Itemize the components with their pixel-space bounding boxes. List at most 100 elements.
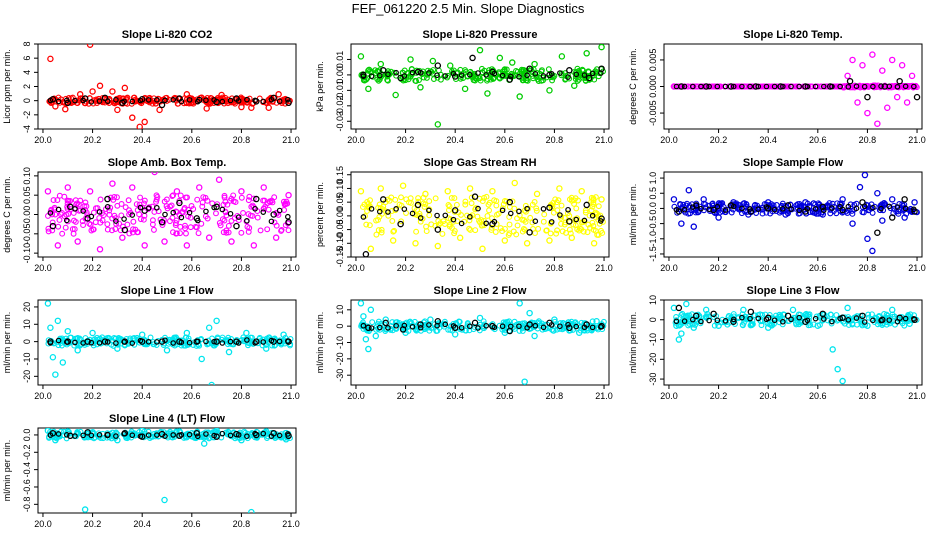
band-point <box>238 229 245 236</box>
data-point <box>908 72 916 80</box>
data-point <box>461 85 469 93</box>
band-point <box>375 227 382 234</box>
y-tick-label: 0 <box>22 339 32 344</box>
reference-point <box>689 83 696 90</box>
band-point <box>499 228 506 235</box>
reference-point <box>499 72 506 79</box>
band-point <box>696 312 703 319</box>
data-point <box>417 321 424 328</box>
reference-point <box>426 207 432 214</box>
band-point <box>166 218 173 225</box>
y-axis-label: percent per min. <box>315 182 325 247</box>
y-tick-label: -0.6 <box>22 479 32 495</box>
band-point <box>190 100 197 107</box>
x-tick-label: 20.6 <box>809 135 827 145</box>
x-tick-label: 20.8 <box>546 263 564 273</box>
reference-point <box>499 323 506 330</box>
data-point <box>913 93 921 101</box>
reference-point <box>170 97 177 103</box>
reference-point <box>589 212 596 219</box>
data-point <box>163 347 171 354</box>
data-point <box>238 436 245 444</box>
reference-point <box>376 72 383 79</box>
data-point <box>74 347 81 354</box>
band-point <box>692 209 699 216</box>
band-point <box>269 199 276 206</box>
data-point <box>456 234 464 242</box>
band-point <box>576 225 583 232</box>
reference-point <box>714 317 721 324</box>
reference-point <box>203 338 209 345</box>
data-point <box>114 106 121 114</box>
plot-frame <box>37 427 297 514</box>
reference-point <box>170 432 177 438</box>
band-point <box>683 313 690 320</box>
reference-point <box>820 207 827 214</box>
band-point <box>446 221 453 228</box>
x-tick-label: 20.4 <box>446 135 464 145</box>
reference-point <box>385 71 391 78</box>
band-point <box>506 221 513 228</box>
band-point <box>790 314 797 321</box>
band-point <box>795 210 802 217</box>
reference-point <box>260 430 267 437</box>
band-point <box>241 428 248 435</box>
reference-point <box>532 218 539 224</box>
band-point <box>865 311 872 318</box>
reference-point <box>178 98 185 105</box>
band-point <box>115 335 122 342</box>
data-point <box>566 67 573 74</box>
band-point <box>112 215 119 222</box>
reference-point <box>747 315 753 322</box>
reference-point <box>689 316 696 323</box>
data-point <box>546 87 553 94</box>
band-point <box>599 230 606 236</box>
data-point <box>158 101 166 109</box>
y-tick-label: 0.01 <box>335 51 345 69</box>
y-tick-label: -10 <box>335 336 345 349</box>
y-tick-label: 2 <box>22 84 32 89</box>
band-point <box>580 228 587 235</box>
y-axis-label: Licor ppm per min. <box>2 49 12 124</box>
data-point <box>372 332 380 340</box>
band-point <box>420 74 427 81</box>
band-point <box>759 210 766 217</box>
data-point <box>893 93 901 101</box>
data-point <box>678 220 685 227</box>
band-point <box>271 342 278 349</box>
y-tick-label: 4 <box>22 70 32 75</box>
reference-point <box>211 204 217 211</box>
band-point <box>589 318 596 325</box>
band-point <box>541 211 548 218</box>
band-point <box>446 203 453 210</box>
data-point <box>506 76 514 83</box>
band-point <box>426 212 433 219</box>
y-tick-label: 0.000 <box>648 75 658 98</box>
band-point <box>767 210 774 217</box>
x-tick-label: 20.2 <box>397 391 415 401</box>
band-point <box>570 221 577 228</box>
band-point <box>585 221 592 228</box>
band-point <box>204 197 211 204</box>
data-point <box>839 377 846 385</box>
data-point <box>49 353 57 361</box>
band-point <box>554 207 561 214</box>
x-tick-label: 20.6 <box>809 263 827 273</box>
band-point <box>522 218 529 225</box>
band-point <box>572 222 579 229</box>
reference-point <box>417 69 424 76</box>
reference-point <box>540 73 547 79</box>
panel-5: Slope Gas Stream RH percent per min. 20.0 2… <box>315 157 613 273</box>
band-point <box>793 83 800 90</box>
data-point <box>260 184 267 191</box>
reference-point <box>458 72 465 78</box>
data-point <box>516 300 523 307</box>
band-point <box>45 225 52 232</box>
reference-point <box>47 432 54 438</box>
band-point <box>573 205 580 212</box>
reference-point <box>80 97 86 104</box>
band-point <box>592 211 599 218</box>
plot-frame <box>350 299 610 386</box>
